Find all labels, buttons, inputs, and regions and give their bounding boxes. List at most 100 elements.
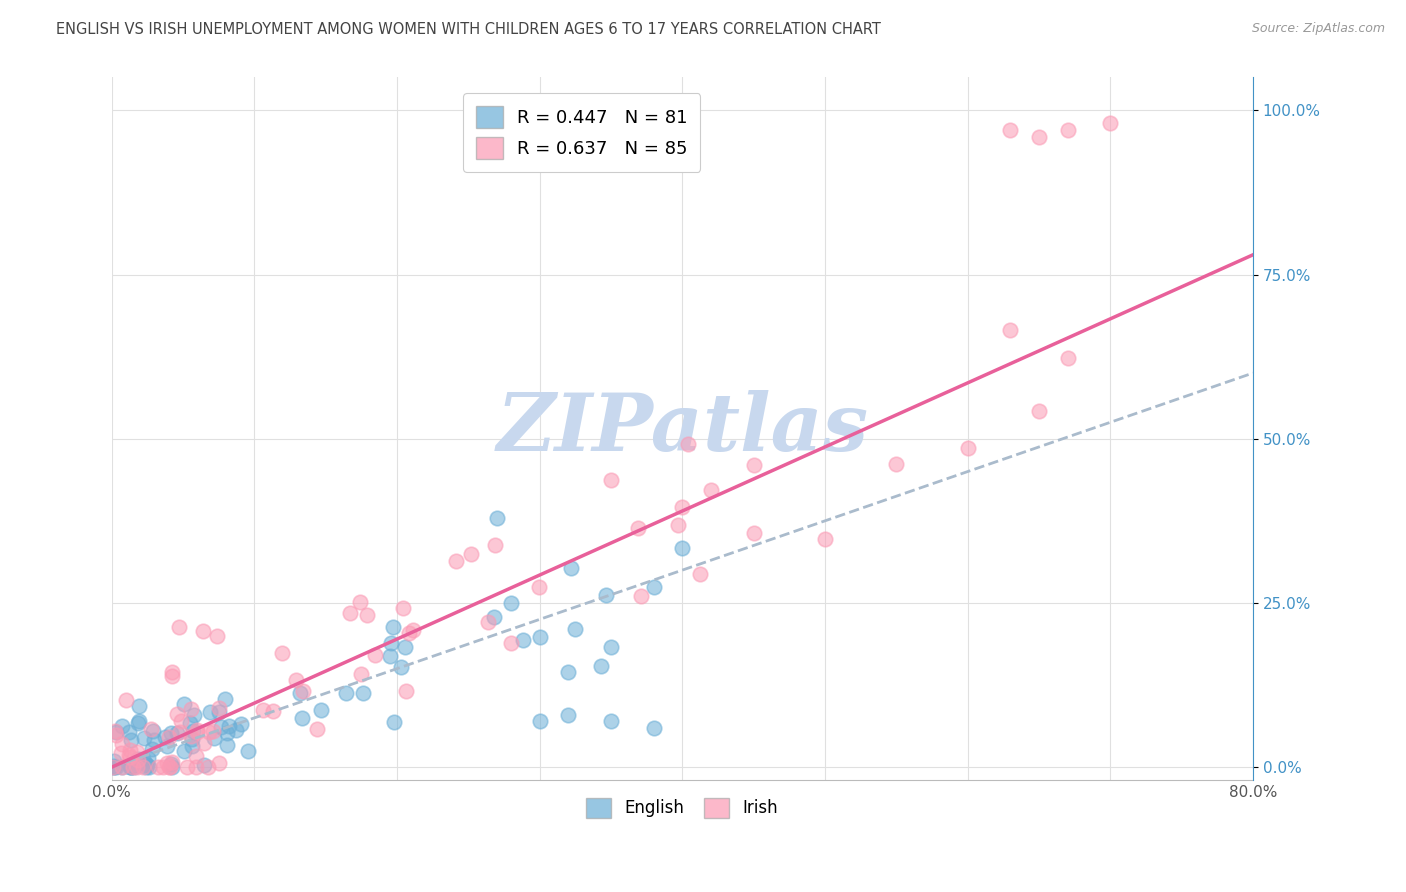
Point [1028, 403, 1050, 417]
Point [1099, 116, 1122, 130]
Point [169, 714, 191, 728]
Point [118, 750, 141, 764]
Point [202, 731, 225, 746]
Point [166, 726, 188, 740]
Point [111, 718, 134, 732]
Point [162, 755, 184, 769]
Point [179, 715, 201, 730]
Point [589, 659, 612, 673]
Point [159, 730, 181, 744]
Point [160, 757, 183, 772]
Point [155, 730, 177, 744]
Point [394, 640, 416, 654]
Point [356, 607, 378, 622]
Point [122, 760, 145, 774]
Point [600, 640, 623, 654]
Point [103, 758, 125, 772]
Point [128, 714, 150, 728]
Point [191, 624, 214, 639]
Point [157, 760, 180, 774]
Point [557, 707, 579, 722]
Point [1000, 123, 1022, 137]
Point [103, 760, 125, 774]
Point [600, 473, 623, 487]
Point [114, 693, 136, 707]
Point [160, 760, 183, 774]
Point [167, 619, 190, 633]
Point [120, 760, 142, 774]
Point [398, 625, 420, 640]
Point [446, 554, 468, 568]
Point [309, 703, 332, 717]
Point [125, 760, 148, 774]
Point [291, 711, 314, 725]
Point [132, 731, 155, 746]
Point [146, 760, 169, 774]
Point [643, 580, 665, 594]
Point [184, 748, 207, 763]
Point [139, 722, 162, 736]
Point [501, 636, 523, 650]
Point [118, 760, 141, 774]
Point [339, 607, 361, 621]
Point [117, 748, 139, 763]
Point [198, 725, 221, 739]
Point [118, 725, 141, 739]
Point [160, 665, 183, 679]
Point [560, 560, 582, 574]
Point [627, 521, 650, 535]
Point [263, 704, 285, 718]
Point [564, 622, 586, 636]
Point [127, 716, 149, 731]
Point [138, 760, 160, 774]
Point [122, 760, 145, 774]
Point [128, 699, 150, 714]
Point [127, 751, 149, 765]
Point [484, 538, 506, 552]
Point [700, 483, 723, 497]
Point [180, 731, 202, 746]
Point [173, 698, 195, 712]
Point [176, 760, 198, 774]
Point [218, 718, 240, 732]
Point [104, 725, 127, 739]
Point [160, 725, 183, 739]
Point [285, 673, 308, 687]
Point [512, 632, 534, 647]
Point [666, 518, 689, 533]
Point [380, 649, 402, 664]
Point [181, 723, 204, 738]
Point [208, 700, 231, 714]
Point [501, 595, 523, 609]
Point [215, 726, 238, 740]
Point [105, 728, 128, 742]
Text: Source: ZipAtlas.com: Source: ZipAtlas.com [1251, 22, 1385, 36]
Point [288, 686, 311, 700]
Point [485, 510, 508, 524]
Point [335, 686, 357, 700]
Point [209, 720, 232, 734]
Point [529, 581, 551, 595]
Point [956, 441, 979, 455]
Point [364, 648, 387, 662]
Point [349, 595, 371, 609]
Point [392, 600, 415, 615]
Point [671, 541, 693, 555]
Point [132, 760, 155, 774]
Point [238, 744, 260, 758]
Point [382, 714, 405, 729]
Point [529, 630, 551, 644]
Point [180, 729, 202, 743]
Point [529, 714, 551, 728]
Point [214, 692, 236, 706]
Point [482, 610, 505, 624]
Point [155, 756, 177, 771]
Point [111, 737, 134, 751]
Legend: English, Irish: English, Irish [579, 791, 785, 825]
Point [173, 744, 195, 758]
Point [120, 733, 142, 747]
Point [135, 758, 157, 772]
Point [1028, 129, 1050, 144]
Point [886, 457, 908, 471]
Point [104, 723, 127, 738]
